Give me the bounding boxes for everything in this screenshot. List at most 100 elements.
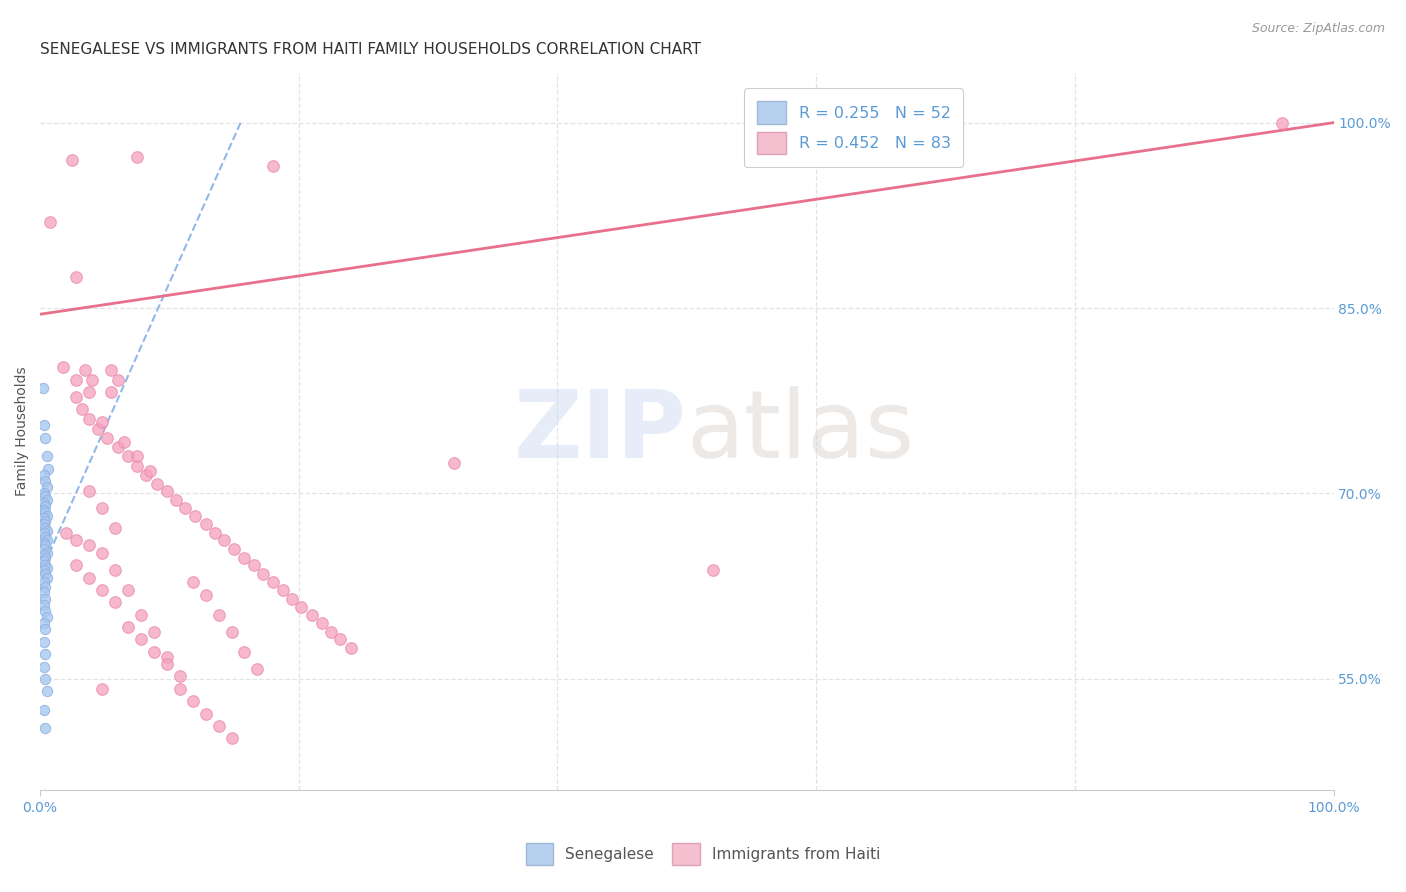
Point [77,385,100,400]
Point [311,616,333,631]
Point [117,450,139,464]
Point [34,505,56,519]
Point [91,582,114,597]
Point [34,604,56,618]
Point [262,575,284,590]
Point [117,582,139,597]
Point [32,496,55,510]
Point [77,412,100,426]
Point [35,524,58,538]
Point [221,731,243,746]
Point [329,632,352,647]
Point [65,533,87,548]
Point [32,616,55,631]
Point [207,719,229,733]
Point [339,640,361,655]
Point [32,598,55,612]
Point [169,669,191,683]
Text: SENEGALESE VS IMMIGRANTS FROM HAITI FAMILY HOUSEHOLDS CORRELATION CHART: SENEGALESE VS IMMIGRANTS FROM HAITI FAMI… [41,42,702,57]
Point [181,575,204,590]
Point [142,624,165,639]
Point [35,508,58,523]
Point [31,381,53,395]
Text: atlas: atlas [686,385,915,478]
Point [32,585,55,599]
Point [224,542,246,557]
Point [32,418,55,433]
Point [165,492,187,507]
Point [104,521,127,535]
Point [34,581,56,595]
Point [184,508,207,523]
Text: ZIP: ZIP [515,385,686,478]
Point [91,415,114,429]
Point [174,501,197,516]
Point [194,517,217,532]
Point [35,492,58,507]
Point [34,566,56,581]
Point [221,624,243,639]
Point [55,526,77,541]
Point [34,530,56,544]
Point [34,538,56,552]
Point [62,153,84,167]
Point [32,563,55,577]
Y-axis label: Family Households: Family Households [15,367,30,497]
Point [35,610,58,624]
Point [52,360,75,375]
Point [65,558,87,573]
Point [32,517,55,532]
Point [34,521,56,535]
Point [34,722,56,736]
Point [35,546,58,560]
Point [156,657,179,671]
Point [139,464,162,478]
Point [32,554,55,568]
Point [112,434,135,449]
Point [127,450,149,464]
Point [135,467,157,482]
Point [34,558,56,573]
Point [129,632,152,647]
Point [70,402,93,417]
Point [32,703,55,717]
Point [32,526,55,541]
Point [281,591,304,606]
Point [290,600,312,615]
Point [35,684,58,698]
Point [32,542,55,557]
Point [127,150,149,164]
Point [35,450,58,464]
Point [34,623,56,637]
Point [32,659,55,673]
Point [100,363,122,377]
Point [321,624,343,639]
Point [32,511,55,525]
Point [91,681,114,696]
Point [65,390,87,404]
Point [35,533,58,548]
Point [65,270,87,285]
Point [1271,115,1294,129]
Point [34,647,56,661]
Point [91,501,114,516]
Point [96,431,118,445]
Legend: R = 0.255   N = 52, R = 0.452   N = 83: R = 0.255 N = 52, R = 0.452 N = 83 [744,88,963,167]
Point [32,486,55,500]
Point [212,533,235,548]
Point [35,480,58,494]
Point [104,595,127,609]
Point [35,560,58,574]
Point [100,385,122,400]
Point [34,591,56,606]
Point [34,474,56,488]
Point [145,476,167,491]
Point [34,514,56,528]
Point [204,526,226,541]
Point [77,538,100,552]
Point [91,546,114,560]
Point [262,159,284,173]
Point [35,570,58,584]
Text: Source: ZipAtlas.com: Source: ZipAtlas.com [1251,22,1385,36]
Point [80,373,103,387]
